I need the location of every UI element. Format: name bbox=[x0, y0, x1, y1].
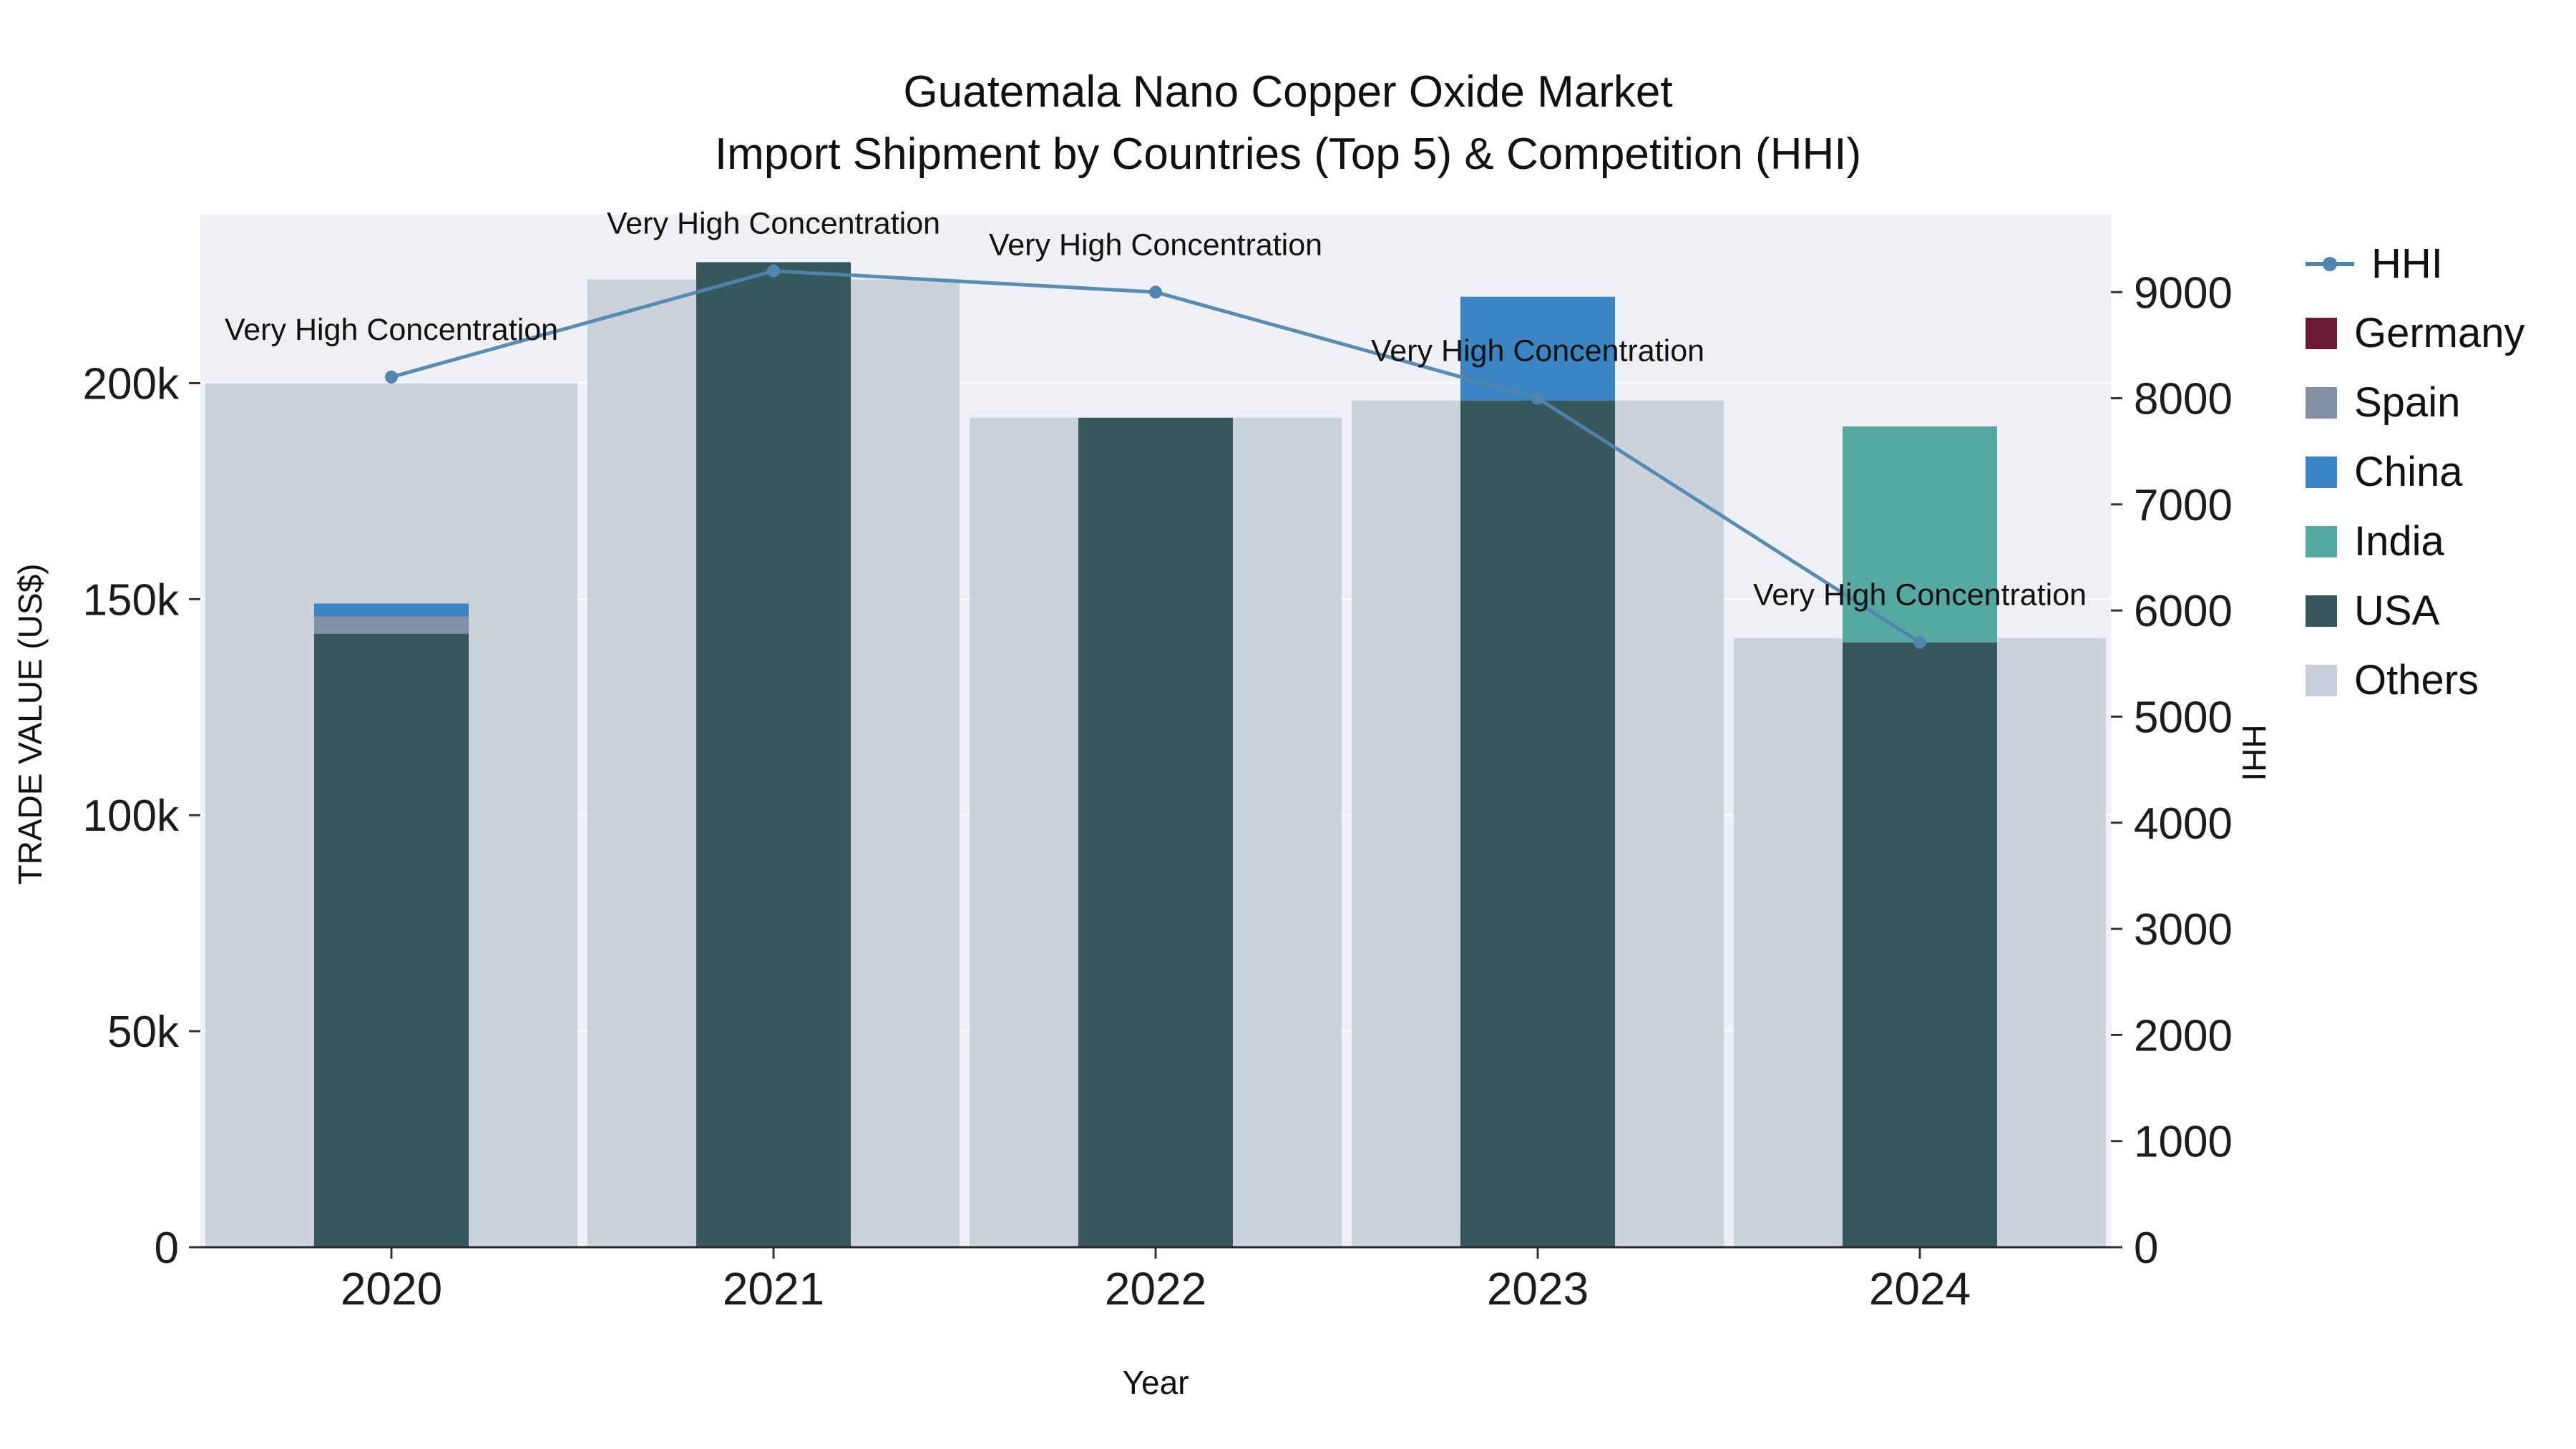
legend-color-swatch bbox=[2306, 456, 2337, 488]
y-right-tick-label: 7000 bbox=[2134, 481, 2233, 530]
bar-usa-2021 bbox=[696, 262, 851, 1248]
legend-item-china[interactable]: China bbox=[2306, 437, 2525, 507]
y-right-tick-label: 0 bbox=[2134, 1224, 2158, 1273]
bar-spain-2020 bbox=[314, 616, 469, 634]
legend-label: Germany bbox=[2354, 310, 2525, 356]
y-axis-title-left: TRADE VALUE (US$) bbox=[11, 563, 49, 885]
y-left-tick-label: 0 bbox=[155, 1224, 179, 1273]
y-left-tick-label: 50k bbox=[107, 1008, 180, 1057]
annotation-2023: Very High Concentration bbox=[1371, 334, 1704, 369]
x-tick-label-2023: 2023 bbox=[1487, 1263, 1589, 1314]
y-right-tick-label: 2000 bbox=[2134, 1011, 2233, 1060]
y-axis-title-right: HHI bbox=[2235, 724, 2273, 781]
annotations: Very High Concentration Very High Concent… bbox=[225, 207, 2087, 613]
y-right-tick-label: 5000 bbox=[2134, 693, 2233, 742]
y-right-tick-label: 3000 bbox=[2134, 905, 2233, 955]
y-left-tick-label: 200k bbox=[83, 359, 180, 409]
legend-item-india[interactable]: India bbox=[2306, 507, 2525, 576]
x-tick-label-2022: 2022 bbox=[1105, 1263, 1206, 1314]
legend-label: China bbox=[2354, 449, 2463, 495]
hhi-marker-2024 bbox=[1913, 635, 1926, 649]
legend-color-swatch bbox=[2306, 386, 2337, 419]
y-left-tick-label: 100k bbox=[83, 791, 180, 841]
legend-line-swatch bbox=[2306, 256, 2354, 271]
legend-label: Others bbox=[2354, 657, 2479, 703]
legend: HHI Germany Spain China India USA Others bbox=[2306, 229, 2525, 715]
x-tick-label-2021: 2021 bbox=[723, 1263, 824, 1314]
bar-china-2020 bbox=[314, 603, 469, 617]
legend-color-swatch bbox=[2306, 525, 2337, 557]
bar-usa-2023 bbox=[1460, 400, 1615, 1247]
x-tick-label-2020: 2020 bbox=[341, 1263, 442, 1314]
y-axis-left-ticks: 0 50k 100k 150k 200k bbox=[83, 359, 200, 1273]
legend-item-usa[interactable]: USA bbox=[2306, 576, 2525, 645]
legend-item-germany[interactable]: Germany bbox=[2306, 298, 2525, 368]
hhi-marker-2023 bbox=[1531, 391, 1544, 405]
legend-label: India bbox=[2354, 518, 2444, 565]
hhi-marker-2021 bbox=[767, 264, 780, 278]
y-right-tick-label: 4000 bbox=[2134, 799, 2233, 849]
legend-color-swatch bbox=[2306, 317, 2337, 349]
legend-label: HHI bbox=[2371, 240, 2443, 287]
y-right-tick-label: 1000 bbox=[2134, 1118, 2233, 1167]
bar-india-2024 bbox=[1843, 426, 1997, 643]
legend-color-swatch bbox=[2306, 595, 2337, 627]
chart-title: Guatemala Nano Copper Oxide Market Impor… bbox=[0, 62, 2576, 186]
annotation-2020: Very High Concentration bbox=[225, 313, 558, 347]
x-tick-label-2024: 2024 bbox=[1869, 1263, 1971, 1314]
hhi-marker-2020 bbox=[385, 370, 398, 384]
legend-label: Spain bbox=[2354, 379, 2461, 426]
y-right-tick-label: 6000 bbox=[2134, 587, 2233, 636]
x-axis-title: Year bbox=[1122, 1364, 1189, 1401]
annotation-2022: Very High Concentration bbox=[989, 228, 1322, 262]
legend-marker-dot bbox=[2323, 256, 2337, 271]
legend-item-spain[interactable]: Spain bbox=[2306, 368, 2525, 437]
y-right-tick-label: 8000 bbox=[2134, 375, 2233, 424]
y-right-tick-label: 9000 bbox=[2134, 268, 2233, 318]
bar-usa-2024 bbox=[1843, 642, 1997, 1247]
chart-title-line2: Import Shipment by Countries (Top 5) & C… bbox=[714, 129, 1862, 179]
annotation-2024: Very High Concentration bbox=[1753, 578, 2087, 613]
annotation-2021: Very High Concentration bbox=[607, 207, 940, 241]
country-bars bbox=[314, 262, 1997, 1248]
y-axis-right-ticks: 0 1000 2000 3000 4000 5000 6000 7000 8000 9000 bbox=[2111, 268, 2233, 1273]
legend-item-hhi[interactable]: HHI bbox=[2306, 229, 2525, 298]
hhi-line bbox=[385, 264, 1926, 649]
bar-usa-2022 bbox=[1078, 417, 1233, 1247]
legend-label: USA bbox=[2354, 587, 2440, 634]
x-axis-ticks: 2020 2021 2022 2023 2024 bbox=[341, 1247, 1971, 1314]
chart-title-line1: Guatemala Nano Copper Oxide Market bbox=[903, 67, 1673, 117]
bar-usa-2020 bbox=[314, 633, 469, 1247]
legend-item-others[interactable]: Others bbox=[2306, 645, 2525, 715]
legend-color-swatch bbox=[2306, 664, 2337, 696]
hhi-marker-2022 bbox=[1149, 286, 1162, 299]
y-left-tick-label: 150k bbox=[83, 575, 180, 625]
